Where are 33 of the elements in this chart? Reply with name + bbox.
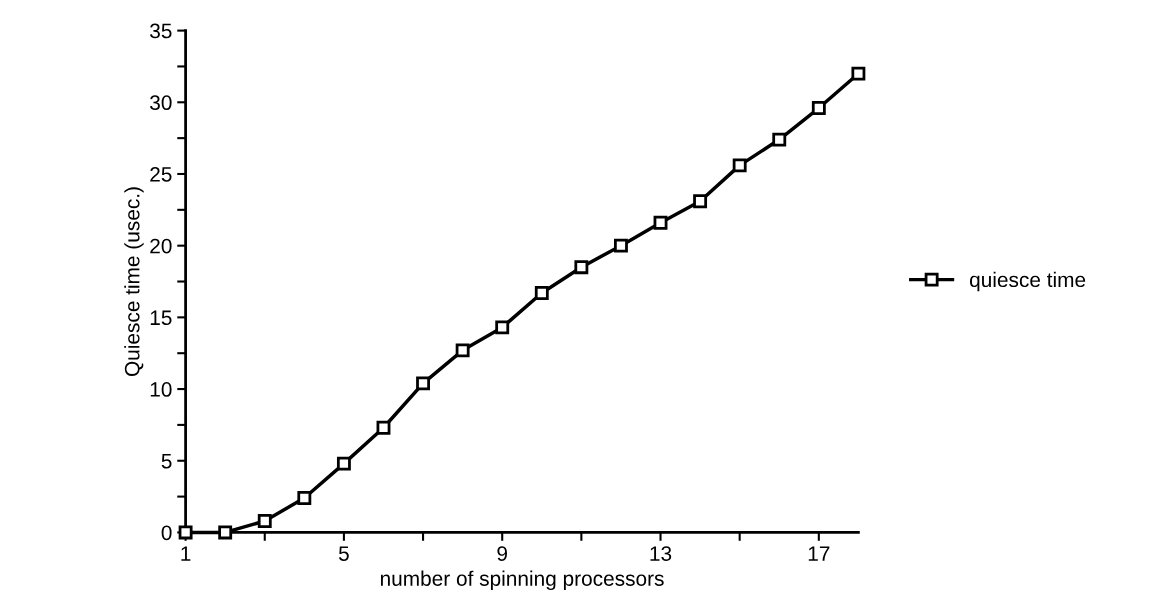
point [693, 194, 708, 209]
point [336, 456, 351, 471]
y-tick-label: 10 [150, 382, 172, 397]
y-axis-title: Quiesce time (usec.) [124, 187, 144, 377]
point [534, 286, 549, 300]
x-tick-label: 13 [650, 546, 672, 561]
point [851, 66, 866, 81]
y-tick-label: 15 [150, 310, 172, 326]
y-tick-label: 35 [150, 23, 172, 39]
y-tick-label: 20 [150, 238, 172, 254]
x-tick-label: 17 [808, 546, 830, 561]
x-tick-label: 1 [181, 546, 191, 561]
point [376, 420, 391, 435]
legend-label: quiesce time [970, 271, 1086, 292]
y-tick-label: 5 [161, 453, 172, 469]
point [653, 215, 668, 230]
y-tick-label: 0 [161, 525, 172, 541]
point [495, 320, 510, 335]
point [811, 101, 826, 115]
x-tick-label: 9 [497, 546, 508, 561]
point [218, 525, 233, 540]
point [772, 132, 787, 147]
x-tick-label: 5 [338, 546, 349, 561]
y-tick-label: 25 [150, 166, 172, 182]
x-axis-title: number of spinning processors [380, 570, 664, 591]
point [416, 376, 430, 391]
point [732, 158, 747, 173]
y-tick-label: 30 [150, 95, 172, 111]
point [574, 260, 589, 275]
point [257, 514, 272, 528]
point [614, 238, 628, 253]
point [455, 343, 470, 358]
point [297, 491, 312, 505]
